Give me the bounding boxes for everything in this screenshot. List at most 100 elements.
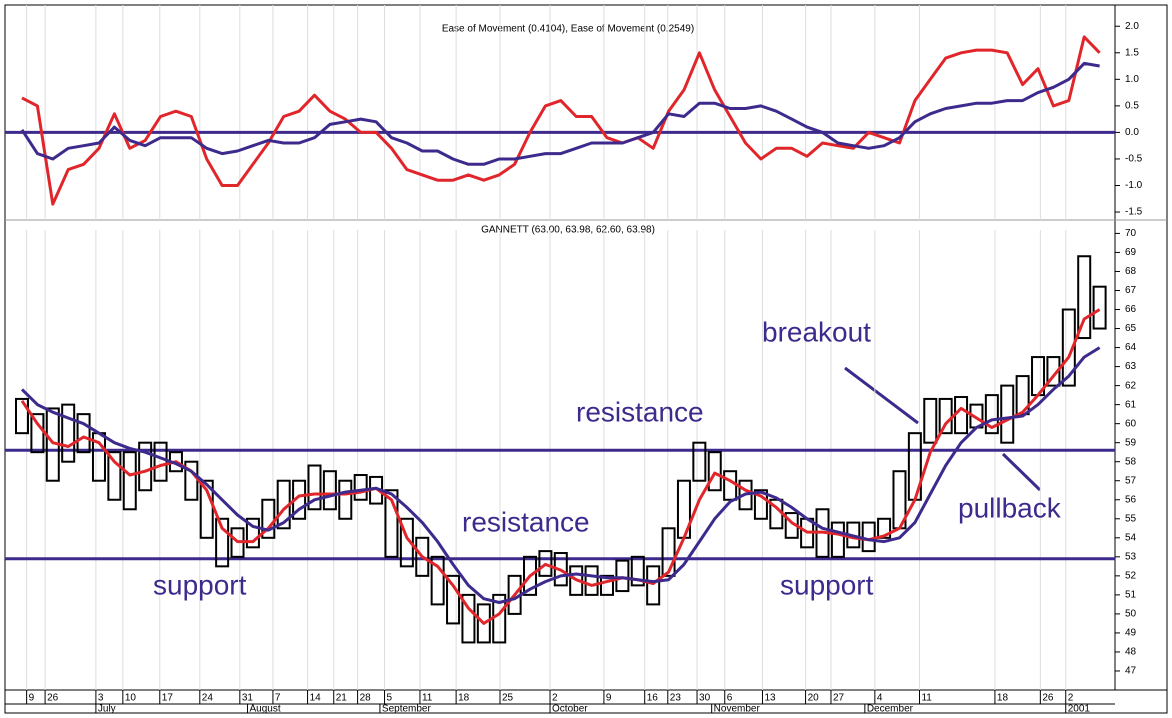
y-tick-label: 63 bbox=[1125, 361, 1137, 372]
y-tick-label: 0.5 bbox=[1125, 101, 1139, 112]
x-tick-label: 20 bbox=[808, 693, 820, 704]
y-tick-label: 60 bbox=[1125, 418, 1137, 429]
month-label: November bbox=[714, 704, 761, 715]
x-tick-label: 24 bbox=[202, 693, 214, 704]
y-tick-label: 0.0 bbox=[1125, 127, 1139, 138]
price-bar bbox=[138, 441, 153, 492]
price-bar bbox=[215, 517, 230, 568]
x-tick-label: 28 bbox=[360, 693, 372, 704]
y-tick-label: 50 bbox=[1125, 609, 1137, 620]
price-bar bbox=[954, 396, 969, 435]
month-label: September bbox=[382, 704, 432, 715]
annotation-arrow bbox=[1001, 452, 1042, 492]
series-line bbox=[20, 346, 1101, 604]
price-bar bbox=[399, 517, 414, 568]
x-tick-label: 21 bbox=[336, 693, 348, 704]
y-tick-label: 51 bbox=[1125, 590, 1137, 601]
price-bar bbox=[1077, 255, 1092, 340]
price-bar bbox=[830, 521, 845, 558]
price-bar bbox=[446, 574, 461, 625]
month-label: December bbox=[867, 704, 914, 715]
price-bar bbox=[15, 397, 29, 435]
month-label: August bbox=[250, 704, 281, 715]
y-tick-label: 52 bbox=[1125, 570, 1137, 581]
x-tick-label: 9 bbox=[606, 693, 612, 704]
annotation: support bbox=[780, 569, 874, 600]
x-tick-label: 23 bbox=[670, 693, 682, 704]
price-bar bbox=[476, 603, 491, 644]
price-bar bbox=[584, 565, 599, 596]
y-tick-label: -1.5 bbox=[1125, 207, 1143, 218]
price-bar bbox=[615, 559, 630, 593]
y-tick-label: 55 bbox=[1125, 513, 1137, 524]
price-bar bbox=[707, 451, 722, 492]
price-bar bbox=[338, 479, 353, 520]
price-bar bbox=[661, 527, 676, 577]
y-tick-label: -1.0 bbox=[1125, 180, 1143, 191]
y-tick-label: 66 bbox=[1125, 304, 1137, 315]
annotation: support bbox=[153, 569, 247, 600]
x-tick-label: 18 bbox=[997, 693, 1009, 704]
x-tick-label: 9 bbox=[29, 693, 35, 704]
price-bar bbox=[738, 479, 753, 511]
y-tick-label: 70 bbox=[1125, 228, 1137, 239]
annotation: resistance bbox=[576, 396, 704, 427]
month-label: October bbox=[552, 704, 588, 715]
price-bar bbox=[245, 517, 260, 549]
x-tick-label: 31 bbox=[242, 693, 254, 704]
price-bar bbox=[199, 479, 214, 539]
x-tick-label: 3 bbox=[98, 693, 104, 704]
y-tick-label: -0.5 bbox=[1125, 154, 1143, 165]
x-tick-label: 6 bbox=[727, 693, 733, 704]
y-tick-label: 2.0 bbox=[1125, 21, 1139, 32]
y-tick-label: 58 bbox=[1125, 456, 1137, 467]
series-line bbox=[20, 308, 1101, 625]
y-tick-label: 68 bbox=[1125, 266, 1137, 277]
x-tick-label: 4 bbox=[877, 693, 883, 704]
price-bar bbox=[692, 441, 707, 482]
x-tick-label: 17 bbox=[162, 693, 174, 704]
y-tick-label: 67 bbox=[1125, 285, 1137, 296]
x-tick-label: 16 bbox=[647, 693, 659, 704]
price-bar bbox=[923, 397, 938, 444]
x-tick-label: 27 bbox=[833, 693, 845, 704]
x-tick-label: 10 bbox=[125, 693, 137, 704]
month-label: July bbox=[98, 704, 116, 715]
x-tick-label: 25 bbox=[502, 693, 514, 704]
price-bar bbox=[538, 550, 553, 577]
price-bar bbox=[646, 565, 661, 606]
price-bar bbox=[122, 451, 137, 511]
x-tick-label: 26 bbox=[47, 693, 59, 704]
price-bar bbox=[861, 521, 876, 553]
price-bar bbox=[1061, 308, 1076, 387]
y-tick-label: 47 bbox=[1125, 666, 1137, 677]
x-tick-label: 11 bbox=[921, 693, 932, 704]
price-bar bbox=[61, 403, 76, 463]
annotation: pullback bbox=[958, 492, 1062, 523]
price-bar bbox=[153, 441, 168, 482]
x-tick-label: 7 bbox=[275, 693, 281, 704]
y-tick-label: 62 bbox=[1125, 380, 1137, 391]
y-tick-label: 65 bbox=[1125, 323, 1137, 334]
price-bar bbox=[523, 555, 538, 596]
price-bar bbox=[1000, 384, 1015, 444]
panel-title: GANNETT (63.00, 63.98, 62.60, 63.98) bbox=[481, 225, 655, 236]
y-tick-label: 54 bbox=[1125, 532, 1137, 543]
y-tick-label: 1.5 bbox=[1125, 47, 1139, 58]
annotation: resistance bbox=[462, 506, 590, 537]
annotation-arrow bbox=[844, 366, 919, 425]
y-tick-label: 56 bbox=[1125, 494, 1137, 505]
y-tick-label: 69 bbox=[1125, 247, 1137, 258]
price-bar bbox=[630, 555, 645, 587]
y-tick-label: 59 bbox=[1125, 437, 1137, 448]
price-bar bbox=[107, 451, 122, 501]
price-bar bbox=[938, 397, 953, 435]
x-tick-label: 26 bbox=[1042, 693, 1054, 704]
series-line bbox=[20, 61, 1100, 166]
annotation: breakout bbox=[762, 316, 871, 347]
frame bbox=[4, 4, 1168, 714]
x-tick-label: 5 bbox=[387, 693, 393, 704]
month-label: 2001 bbox=[1068, 704, 1091, 715]
price-bar bbox=[430, 555, 445, 606]
price-bar bbox=[307, 464, 322, 511]
